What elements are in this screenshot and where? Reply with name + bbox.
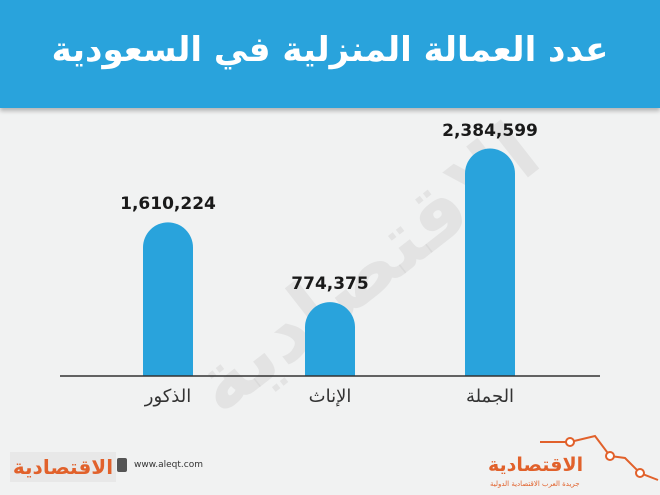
bar-2	[465, 148, 515, 376]
chart-title: عدد العمالة المنزلية في السعودية	[51, 30, 609, 70]
chart-header: عدد العمالة المنزلية في السعودية	[0, 0, 660, 108]
aleqt-tagline: جريدة العرب الاقتصادية الدولية	[490, 480, 580, 488]
bar-value-label: 1,610,224	[120, 194, 216, 215]
bar-1	[305, 302, 355, 376]
bar-value-label: 774,375	[291, 274, 369, 295]
bar-chart	[60, 148, 600, 377]
chart-plot-area: الاقتصادية 1,610,224 الذكور 774,375 الإناث 2…	[0, 105, 660, 433]
bar-0	[143, 222, 193, 376]
category-label: الإناث	[308, 386, 352, 407]
aleqt-logo: الاقتصادية	[10, 452, 116, 482]
document-icon	[117, 458, 127, 472]
footer: الاقتصادية www.aleqt.com الاقتصادية جريد…	[0, 428, 660, 495]
trend-line-icon	[540, 434, 659, 481]
category-label: الجملة	[465, 386, 515, 407]
website-url[interactable]: www.aleqt.com	[134, 460, 203, 470]
category-label: الذكور	[144, 386, 192, 407]
bar-value-label: 2,384,599	[442, 120, 538, 141]
aleqt-brand-logo: الاقتصادية	[488, 454, 584, 476]
